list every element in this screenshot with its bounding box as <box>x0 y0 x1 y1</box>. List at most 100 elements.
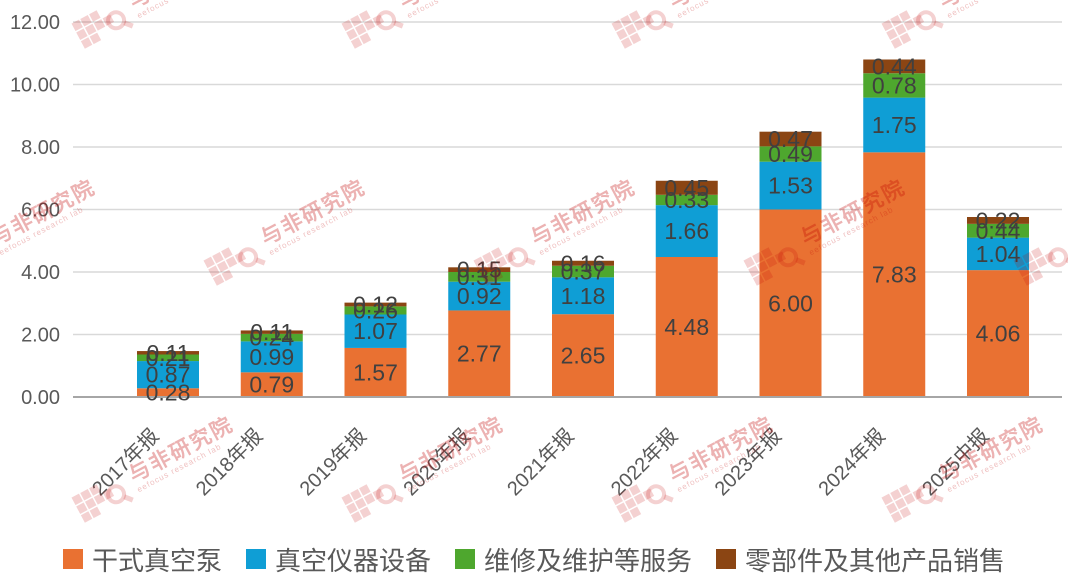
bar-segment <box>967 237 1029 271</box>
bar-value-label: 0.26 <box>353 297 398 323</box>
bar-value-label: 4.06 <box>976 321 1021 347</box>
bar-segment <box>344 347 407 397</box>
y-axis-tick-label: 4.00 <box>21 262 60 284</box>
x-axis-tick-label: 2024年报 <box>814 424 890 500</box>
bar-segment <box>863 73 926 98</box>
legend-label: 维修及维护等服务 <box>484 545 693 576</box>
x-axis-tick-label: 2022年报 <box>606 424 682 500</box>
legend-item-dry-vacuum-pump: 干式真空泵 <box>62 541 222 578</box>
bar-segment <box>967 217 1029 224</box>
bar-segment <box>448 272 511 282</box>
x-axis-tick-label: 2025中报 <box>918 424 994 500</box>
plot-area: 0.002.004.006.008.0010.0012.000.280.870.… <box>10 12 1062 500</box>
bar-segment <box>759 131 822 147</box>
bar-segment <box>655 194 718 206</box>
bar-segment <box>759 146 822 162</box>
bar-value-label: 0.45 <box>664 175 709 201</box>
bar-segment <box>967 270 1029 397</box>
bar-segment <box>240 372 303 397</box>
bar-value-label: 0.31 <box>457 264 502 290</box>
bar-segment <box>240 341 303 373</box>
bar-value-label: 1.66 <box>664 218 709 244</box>
bar-value-label: 2.77 <box>457 341 502 367</box>
bar-value-label: 1.53 <box>768 173 813 199</box>
legend-swatch-green <box>455 549 475 569</box>
bar-value-label: 0.78 <box>872 72 917 98</box>
bar-segment <box>967 223 1029 238</box>
bar-segment <box>344 314 407 348</box>
bar-segment <box>240 330 303 334</box>
x-axis-tick-label: 2023年报 <box>710 424 786 500</box>
bar-value-label: 0.44 <box>872 53 917 79</box>
x-axis-tick-label: 2021年报 <box>503 424 579 500</box>
bar-value-label: 0.11 <box>250 319 293 345</box>
bar-segment <box>137 388 199 397</box>
legend-swatch-orange <box>62 549 83 569</box>
legend-label: 零部件及其他产品销售 <box>745 545 1006 576</box>
bar-segment <box>655 257 718 397</box>
bar-value-label: 1.04 <box>976 241 1021 267</box>
bar-value-label: 0.99 <box>249 344 294 370</box>
y-axis-tick-label: 10.00 <box>10 75 60 97</box>
y-axis-tick-label: 0.00 <box>21 387 60 409</box>
bar-value-label: 0.87 <box>146 362 191 388</box>
bar-value-label: 0.79 <box>249 372 294 398</box>
x-axis-tick-label: 2018年报 <box>191 424 267 500</box>
bar-value-label: 0.21 <box>146 345 191 371</box>
bar-value-label: 2.65 <box>561 343 606 369</box>
bar-value-label: 0.92 <box>457 283 502 309</box>
y-axis-tick-label: 2.00 <box>21 325 60 347</box>
bar-value-label: 0.22 <box>976 207 1021 233</box>
bar-segment <box>344 306 407 315</box>
bar-value-label: 0.15 <box>457 257 502 283</box>
x-axis-tick-label: 2017年报 <box>88 424 164 500</box>
legend-item-vacuum-instruments: 真空仪器设备 <box>245 541 431 578</box>
bar-value-label: 7.83 <box>872 262 917 288</box>
bar-segment <box>552 277 614 315</box>
legend: 干式真空泵 真空仪器设备 维修及维护等服务 零部件及其他产品销售 <box>0 538 1068 580</box>
bar-value-label: 0.16 <box>561 250 606 276</box>
bar-segment <box>552 314 614 397</box>
bar-value-label: 0.47 <box>768 126 813 152</box>
y-axis-tick-label: 12.00 <box>10 12 60 34</box>
legend-item-maintenance-services: 维修及维护等服务 <box>455 541 692 578</box>
bar-segment <box>448 281 511 311</box>
y-axis-tick-label: 6.00 <box>21 200 60 222</box>
bar-segment <box>552 260 614 266</box>
legend-swatch-brown <box>716 549 737 569</box>
bar-value-label: 1.57 <box>353 359 398 385</box>
bar-value-label: 0.33 <box>664 187 709 213</box>
bar-value-label: 0.12 <box>353 292 398 318</box>
bar-segment <box>759 209 822 397</box>
bar-value-label: 0.28 <box>146 380 191 406</box>
bar-segment <box>137 354 199 362</box>
legend-item-parts-other-sales: 零部件及其他产品销售 <box>716 541 1005 578</box>
bar-value-label: 6.00 <box>768 290 813 316</box>
bar-value-label: 1.18 <box>561 283 606 309</box>
bar-value-label: 4.48 <box>664 314 709 340</box>
bar-segment <box>552 265 614 278</box>
bar-segment <box>137 351 199 355</box>
bar-value-label: 1.07 <box>353 318 398 344</box>
bar-value-label: 0.24 <box>249 325 294 351</box>
bar-value-label: 1.75 <box>872 112 917 138</box>
bar-segment <box>240 333 303 342</box>
bar-value-label: 0.44 <box>976 218 1021 244</box>
bar-segment <box>863 152 926 397</box>
legend-label: 干式真空泵 <box>91 545 222 576</box>
bar-segment <box>448 310 511 397</box>
x-axis-tick-label: 2020年报 <box>399 424 475 500</box>
bar-segment <box>759 161 822 210</box>
legend-swatch-blue <box>245 549 266 569</box>
bar-segment <box>448 267 511 272</box>
bar-segment <box>863 59 926 74</box>
bar-segment <box>137 361 199 389</box>
bar-value-label: 0.49 <box>768 141 813 167</box>
legend-label: 真空仪器设备 <box>274 545 431 576</box>
bar-segment <box>344 302 407 307</box>
bar-segment <box>863 97 926 153</box>
x-axis-tick-label: 2019年报 <box>295 424 371 500</box>
bar-value-label: 0.11 <box>146 340 189 366</box>
bar-segment <box>655 180 718 195</box>
